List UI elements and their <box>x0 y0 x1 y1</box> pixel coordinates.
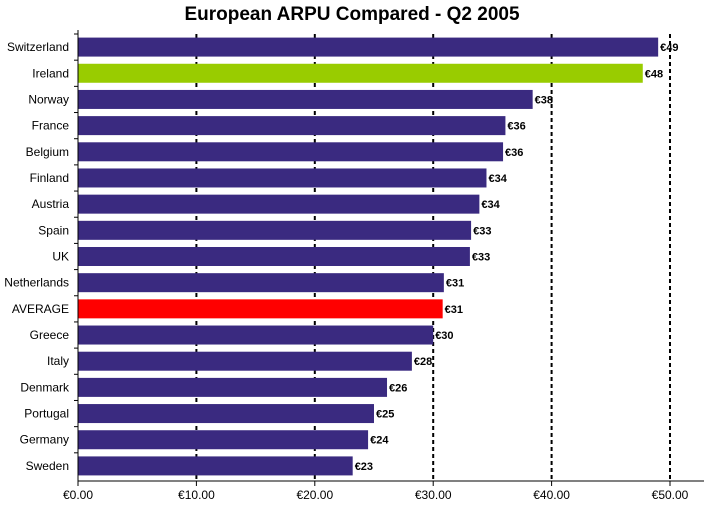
data-label: €34 <box>488 173 507 185</box>
data-label: €36 <box>505 147 523 159</box>
category-label: France <box>32 119 70 133</box>
data-label: €30 <box>435 330 453 342</box>
bar <box>78 351 412 371</box>
data-label: €26 <box>389 382 407 394</box>
category-label: Spain <box>38 223 69 237</box>
data-label: €25 <box>376 409 394 421</box>
bar <box>78 89 533 109</box>
category-label: Austria <box>32 197 70 211</box>
category-label: Netherlands <box>4 276 69 290</box>
bar <box>78 142 504 162</box>
bar <box>78 247 470 266</box>
data-label: €31 <box>446 278 464 290</box>
data-label: €28 <box>414 356 432 368</box>
x-tick-label: €20.00 <box>296 488 333 502</box>
x-axis: €0.00 €10.00 €20.00 €30.00 €40.00 €50.00 <box>63 30 704 502</box>
category-label: Belgium <box>26 145 69 159</box>
data-label: €31 <box>445 304 463 316</box>
category-label: AVERAGE <box>12 302 69 316</box>
bar <box>78 456 353 476</box>
category-label: Sweden <box>26 459 69 473</box>
category-labels: Switzerland Ireland Norway France Belgium Fin… <box>4 40 70 473</box>
data-label: €38 <box>535 94 553 106</box>
data-label: €49 <box>660 42 678 54</box>
x-tick-label: €30.00 <box>415 488 452 502</box>
data-label: €33 <box>473 225 491 237</box>
x-tick-label: €10.00 <box>178 488 215 502</box>
x-tick-label: €50.00 <box>652 488 689 502</box>
data-label: €33 <box>472 252 490 264</box>
data-label: €48 <box>645 68 663 80</box>
bar <box>78 430 369 450</box>
bar <box>78 194 480 214</box>
data-label: €23 <box>355 461 373 473</box>
bar <box>78 168 487 188</box>
category-label: UK <box>52 250 69 264</box>
category-label: Switzerland <box>7 40 69 54</box>
chart-title: European ARPU Compared - Q2 2005 <box>184 4 520 25</box>
data-label: €34 <box>481 199 500 211</box>
data-labels: €49 €48 €38 €36 €36 €34 €34 €33 €33 €31 €31 €30 €28 €… <box>355 42 679 473</box>
bar <box>78 37 659 57</box>
bar <box>78 273 444 293</box>
category-label: Greece <box>30 328 70 342</box>
bars <box>78 37 659 476</box>
bar <box>78 377 388 397</box>
bar <box>78 404 374 424</box>
bar <box>78 63 643 83</box>
category-label: Italy <box>47 354 69 368</box>
category-label: Finland <box>30 171 69 185</box>
category-label: Portugal <box>24 407 69 421</box>
category-label: Germany <box>20 433 69 447</box>
data-label: €24 <box>370 435 389 447</box>
bar <box>78 116 506 136</box>
category-label: Ireland <box>32 66 69 80</box>
bar <box>78 220 472 240</box>
category-label: Norway <box>28 92 69 106</box>
data-label: €36 <box>507 121 525 133</box>
x-tick-label: €0.00 <box>63 488 93 502</box>
bar <box>78 325 434 345</box>
x-tick-label: €40.00 <box>533 488 570 502</box>
category-label: Denmark <box>20 380 70 394</box>
bar <box>78 299 443 319</box>
